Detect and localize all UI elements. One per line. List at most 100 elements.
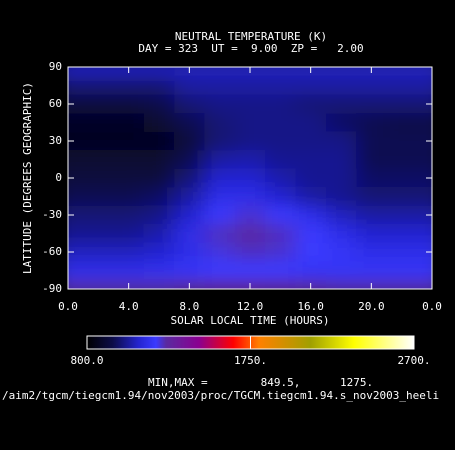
heat-cell bbox=[143, 168, 175, 188]
heat-cell bbox=[113, 168, 145, 188]
heat-cell bbox=[356, 187, 387, 207]
colorbar-ticks: 800.0 1750. 2700. bbox=[70, 336, 431, 367]
heat-cell bbox=[83, 168, 114, 188]
heat-cell bbox=[295, 131, 327, 151]
y-tick-label: 60 bbox=[49, 97, 62, 110]
heat-cell bbox=[265, 224, 296, 244]
heat-cell bbox=[113, 224, 145, 244]
x-tick-label: 16.0 bbox=[297, 300, 324, 313]
heat-cell bbox=[113, 187, 145, 207]
heat-cell bbox=[234, 205, 266, 225]
heat-cell bbox=[143, 261, 175, 281]
x-tick-label: 0.0 bbox=[422, 300, 442, 313]
heat-cell bbox=[204, 150, 236, 170]
heat-cell bbox=[174, 168, 205, 188]
heat-cell bbox=[356, 94, 387, 114]
heat-cell bbox=[204, 113, 236, 133]
heat-cell bbox=[416, 67, 432, 77]
heat-cell bbox=[234, 76, 266, 96]
heat-cell bbox=[68, 131, 84, 151]
file-path: /aim2/tgcm/tiegcm1.94/nov2003/proc/TGCM.… bbox=[2, 389, 439, 402]
heat-cell bbox=[265, 279, 296, 289]
y-tick-label: 0 bbox=[55, 171, 62, 184]
heat-cell bbox=[174, 113, 205, 133]
x-tick-label: 4.0 bbox=[119, 300, 139, 313]
x-tick-label: 20.0 bbox=[358, 300, 385, 313]
heat-cell bbox=[265, 150, 296, 170]
heat-cell bbox=[68, 113, 84, 133]
heat-cell bbox=[234, 94, 266, 114]
heat-cell bbox=[295, 168, 327, 188]
heat-cell bbox=[386, 242, 418, 262]
heat-cell bbox=[68, 187, 84, 207]
heat-cell bbox=[386, 67, 418, 77]
heat-cell bbox=[295, 76, 327, 96]
heat-cell bbox=[143, 94, 175, 114]
heat-cell bbox=[265, 242, 296, 262]
heat-cell bbox=[234, 168, 266, 188]
heat-cell bbox=[325, 261, 357, 281]
heat-cell bbox=[325, 150, 357, 170]
heat-cell bbox=[386, 205, 418, 225]
heat-cell bbox=[416, 187, 432, 207]
heat-cell bbox=[83, 224, 114, 244]
heat-cell bbox=[83, 205, 114, 225]
heat-cell bbox=[83, 94, 114, 114]
heat-cell bbox=[68, 242, 84, 262]
heat-cell bbox=[174, 261, 205, 281]
heat-cell bbox=[113, 94, 145, 114]
heat-cell bbox=[416, 205, 432, 225]
heat-cell bbox=[83, 150, 114, 170]
heat-cell bbox=[234, 113, 266, 133]
heat-cell bbox=[174, 242, 205, 262]
heat-cell bbox=[265, 205, 296, 225]
heat-cell bbox=[143, 113, 175, 133]
heat-cell bbox=[83, 67, 114, 77]
colorbar-tick-label: 2700. bbox=[397, 354, 430, 367]
heat-cell bbox=[386, 113, 418, 133]
heat-cell bbox=[295, 242, 327, 262]
heat-cell bbox=[295, 150, 327, 170]
heat-cell bbox=[83, 279, 114, 289]
heat-cell bbox=[356, 224, 387, 244]
heat-cell bbox=[113, 131, 145, 151]
heat-cell bbox=[174, 76, 205, 96]
heat-cell bbox=[234, 131, 266, 151]
chart-title: NEUTRAL TEMPERATURE (K) bbox=[175, 30, 327, 43]
heat-cell bbox=[143, 224, 175, 244]
heat-cell bbox=[174, 187, 205, 207]
heat-cell bbox=[83, 261, 114, 281]
heat-cell bbox=[295, 113, 327, 133]
heat-cell bbox=[83, 76, 114, 96]
heat-cell bbox=[83, 113, 114, 133]
heat-cell bbox=[143, 242, 175, 262]
heat-cell bbox=[416, 279, 432, 289]
heat-cell bbox=[416, 94, 432, 114]
heat-cell bbox=[295, 205, 327, 225]
heat-cell bbox=[325, 131, 357, 151]
heat-cell bbox=[174, 131, 205, 151]
heat-cell bbox=[143, 205, 175, 225]
heat-cell bbox=[386, 150, 418, 170]
heat-cell bbox=[113, 205, 145, 225]
heat-cell bbox=[204, 261, 236, 281]
heat-cell bbox=[143, 150, 175, 170]
heat-cell bbox=[83, 187, 114, 207]
heat-cell bbox=[204, 131, 236, 151]
axes: 0.0 4.0 8.0 12.0 16.0 20.0 0.0 90 60 30 0 -30 -60 -90 bbox=[42, 60, 442, 313]
heat-cell bbox=[234, 150, 266, 170]
heat-cell bbox=[295, 94, 327, 114]
heat-cell bbox=[325, 67, 357, 77]
heat-cell bbox=[204, 67, 236, 77]
heat-cell bbox=[295, 261, 327, 281]
heat-cell bbox=[325, 187, 357, 207]
heat-cell bbox=[143, 187, 175, 207]
x-tick-label: 8.0 bbox=[179, 300, 199, 313]
heat-cell bbox=[83, 131, 114, 151]
heat-cell bbox=[356, 150, 387, 170]
heat-cell bbox=[386, 76, 418, 96]
heat-cell bbox=[356, 76, 387, 96]
heat-cell bbox=[113, 261, 145, 281]
plot-area bbox=[68, 67, 432, 289]
